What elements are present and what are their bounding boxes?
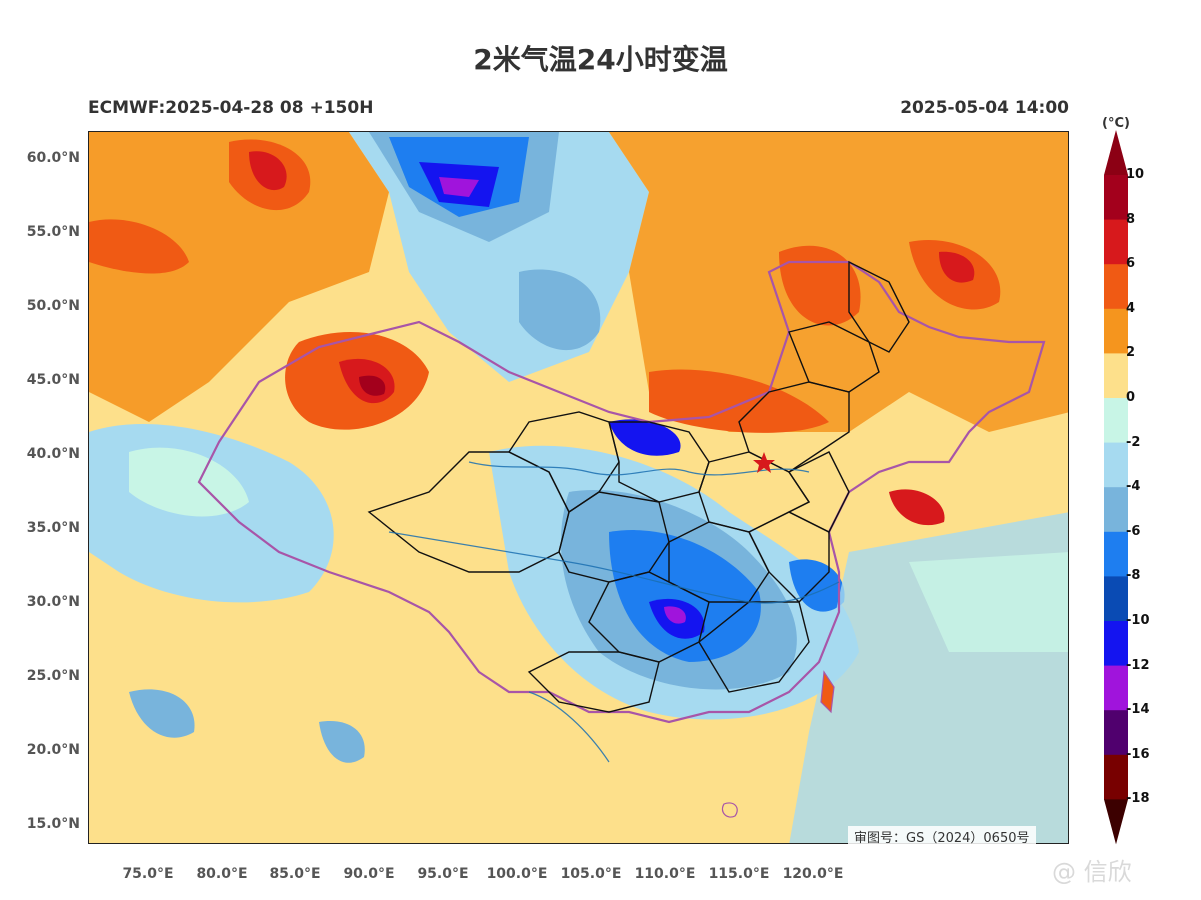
colorbar-tick-label: 6 — [1126, 256, 1136, 272]
colorbar-segment — [1104, 665, 1128, 711]
colorbar-tick-label: -14 — [1126, 702, 1150, 718]
chart-title: 2米气温24小时变温 — [473, 43, 728, 76]
lon-label: 120.0°E — [782, 866, 844, 882]
lon-label: 100.0°E — [486, 866, 548, 882]
colorbar-tick-label: -4 — [1126, 479, 1141, 495]
lat-label: 30.0°N — [26, 594, 80, 610]
colorbar-unit: (°C) — [1102, 116, 1130, 131]
colorbar-bottom-arrow — [1104, 799, 1128, 845]
rivers — [388, 461, 840, 763]
map-review-number: 审图号：GS（2024）0650号 — [848, 826, 1036, 847]
lon-label: 115.0°E — [708, 866, 770, 882]
colorbar-tick-label: 8 — [1126, 211, 1136, 227]
colorbar-segment — [1104, 308, 1128, 354]
lon-label: 105.0°E — [560, 866, 622, 882]
colorbar-tick-label: -16 — [1126, 746, 1150, 762]
lat-label: 35.0°N — [26, 520, 80, 536]
colorbar-tick-label: -6 — [1126, 523, 1141, 539]
temperature-change-map — [89, 132, 1068, 843]
colorbar-segment — [1104, 487, 1128, 533]
colorbar-segment — [1104, 398, 1128, 444]
lat-label: 45.0°N — [26, 372, 80, 388]
colorbar-tick-label: -12 — [1126, 657, 1150, 673]
colorbar-tick-label: 10 — [1126, 167, 1145, 182]
colorbar-segment — [1104, 175, 1128, 221]
colorbar-segment — [1104, 442, 1128, 488]
lon-label: 110.0°E — [634, 866, 696, 882]
colorbar-segment — [1104, 754, 1128, 800]
colorbar-tick-label: 0 — [1126, 390, 1136, 405]
lon-label: 80.0°E — [196, 866, 248, 882]
colorbar-segment — [1104, 710, 1128, 756]
colorbar-tick-label: -8 — [1126, 568, 1141, 584]
colorbar — [1104, 130, 1128, 845]
lon-label: 85.0°E — [269, 866, 321, 882]
colorbar-segment — [1104, 353, 1128, 399]
lat-label: 25.0°N — [26, 668, 80, 684]
colorbar-tick-label: 4 — [1126, 300, 1136, 316]
valid-time-label: 2025-05-04 14:00 — [900, 98, 1069, 118]
colorbar-segment — [1104, 264, 1128, 310]
lon-label: 90.0°E — [343, 866, 395, 882]
colorbar-segment — [1104, 219, 1128, 265]
star-icon — [753, 452, 775, 473]
colorbar-segment — [1104, 576, 1128, 622]
colorbar-tick-label: 2 — [1126, 345, 1136, 361]
national-border — [197, 260, 1046, 724]
lat-label: 20.0°N — [26, 742, 80, 758]
lon-label: 95.0°E — [417, 866, 469, 882]
map-plot — [88, 131, 1069, 844]
colorbar-tick-label: -2 — [1126, 434, 1141, 450]
lat-label: 15.0°N — [26, 816, 80, 832]
lat-label: 55.0°N — [26, 224, 80, 240]
lon-label: 75.0°E — [122, 866, 174, 882]
colorbar-segment — [1104, 621, 1128, 667]
colorbar-segment — [1104, 531, 1128, 577]
lat-label: 60.0°N — [26, 150, 80, 166]
colorbar-tick-label: -18 — [1126, 791, 1150, 807]
colorbar-top-arrow — [1104, 130, 1128, 175]
watermark: @ 信欣 — [1052, 858, 1132, 886]
colorbar-tick-label: -10 — [1126, 613, 1150, 628]
lat-label: 40.0°N — [26, 446, 80, 462]
model-run-label: ECMWF:2025-04-28 08 +150H — [88, 98, 374, 118]
lat-label: 50.0°N — [26, 298, 80, 314]
